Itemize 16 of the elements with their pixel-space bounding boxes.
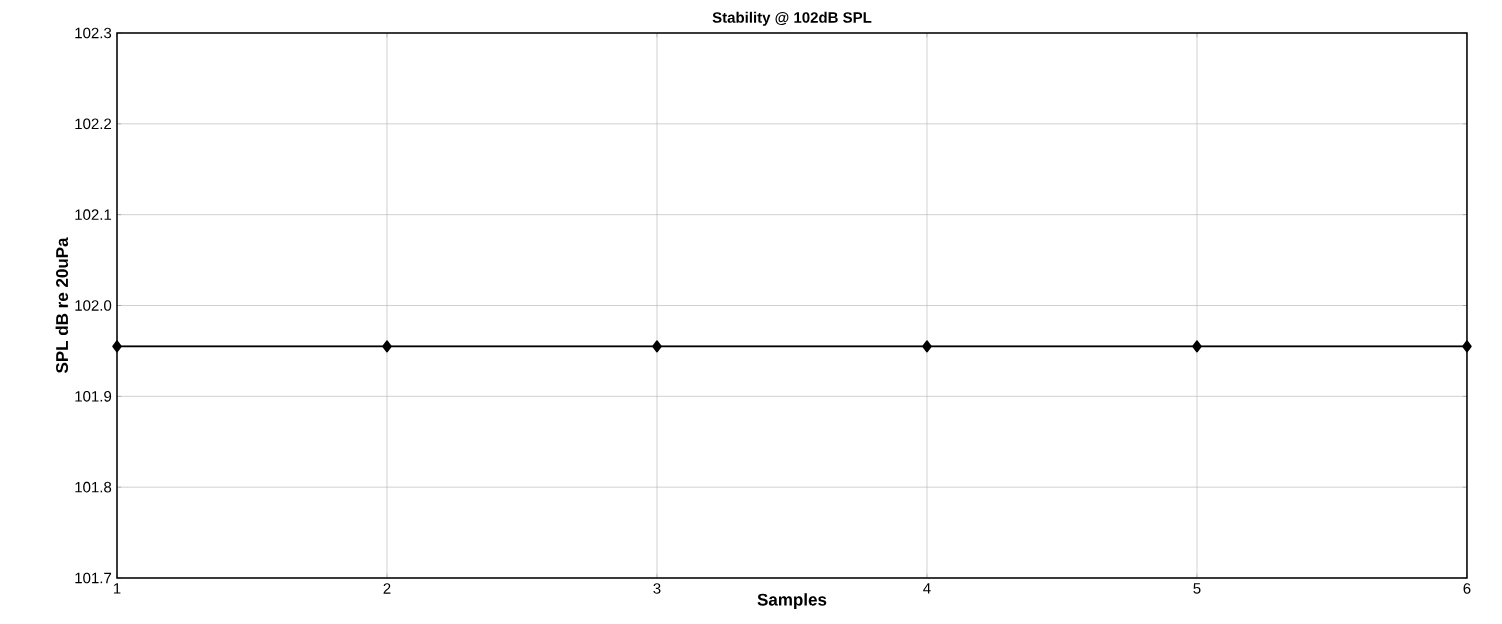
- y-axis-title: SPL dB re 20uPa: [55, 237, 69, 374]
- x-tick-label: 1: [113, 583, 121, 594]
- x-tick-label: 6: [1463, 583, 1471, 594]
- y-tick-label: 102.2: [75, 118, 112, 130]
- x-tick-label: 3: [653, 583, 661, 594]
- x-tick-label: 4: [923, 583, 931, 594]
- y-tick-label: 101.8: [75, 481, 112, 493]
- y-tick-label: 101.9: [75, 391, 112, 402]
- y-tick-label: 102.1: [75, 209, 112, 220]
- y-tick-label: 101.7: [75, 572, 112, 584]
- y-tick-label: 102.0: [75, 300, 112, 311]
- x-tick-label: 5: [1193, 583, 1201, 594]
- chart-title: Stability @ 102dB SPL: [712, 11, 872, 26]
- y-tick-label: 102.3: [75, 27, 112, 39]
- x-axis-title: Samples: [757, 593, 827, 610]
- x-tick-label: 2: [383, 583, 391, 594]
